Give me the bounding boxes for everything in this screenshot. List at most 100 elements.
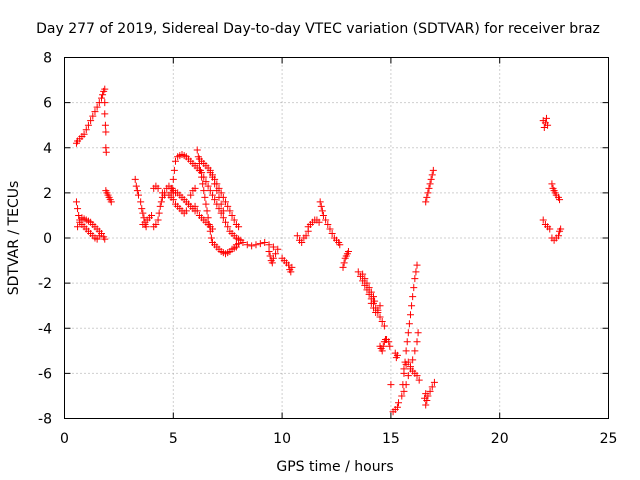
data-point (406, 311, 414, 319)
data-point (426, 387, 434, 395)
series-arc-15 (206, 169, 227, 215)
x-tick-label: 25 (600, 431, 618, 447)
data-point (138, 205, 146, 213)
data-point (256, 240, 264, 248)
data-point (298, 239, 306, 247)
data-point (107, 198, 115, 206)
data-point (422, 198, 430, 206)
data-point (132, 182, 140, 190)
data-point (369, 293, 377, 301)
data-point (379, 342, 387, 350)
data-point (222, 218, 230, 226)
data-point (217, 189, 225, 197)
data-point (191, 202, 199, 210)
data-point (187, 191, 195, 199)
data-point (87, 117, 95, 125)
data-point (427, 175, 435, 183)
data-point (554, 232, 562, 240)
data-point (318, 207, 326, 215)
data-point (288, 263, 296, 271)
data-point (82, 126, 90, 134)
data-point (97, 94, 105, 102)
data-point (215, 193, 223, 201)
y-tick-label: 6 (43, 96, 52, 112)
series-arc-23 (339, 248, 352, 271)
data-point (211, 196, 219, 204)
data-point (302, 232, 310, 240)
data-point (261, 239, 269, 247)
series-arc-36 (422, 166, 437, 206)
data-point (411, 275, 419, 283)
data-point (101, 99, 109, 107)
data-point (76, 218, 84, 226)
series-arc-12 (193, 146, 240, 258)
data-point (365, 284, 373, 292)
data-point (193, 207, 201, 215)
series-arc-27 (376, 336, 394, 355)
data-point (376, 313, 384, 321)
series-arc-13 (195, 155, 243, 231)
data-point (265, 241, 273, 249)
data-point (155, 209, 163, 217)
data-point (84, 121, 92, 129)
data-point (413, 338, 421, 346)
data-point (339, 263, 347, 271)
data-point (404, 329, 412, 337)
data-point (378, 347, 386, 355)
data-point (154, 184, 162, 192)
data-point (367, 288, 375, 296)
data-point (72, 198, 80, 206)
data-point (336, 241, 344, 249)
data-point (235, 240, 243, 248)
data-point (211, 180, 219, 188)
data-point (402, 381, 410, 389)
data-point (235, 223, 243, 231)
data-point (204, 182, 212, 190)
data-point (422, 390, 430, 398)
data-point (101, 235, 109, 243)
y-tick-label: -2 (38, 276, 52, 292)
data-point (409, 293, 417, 301)
x-tick-label: 20 (491, 431, 509, 447)
series-arc-21 (304, 216, 323, 231)
data-point (208, 173, 216, 181)
data-point (319, 211, 327, 219)
data-point (367, 299, 375, 307)
x-tick-label: 0 (60, 431, 69, 447)
data-point (426, 180, 434, 188)
data-point (414, 329, 422, 337)
data-point (269, 254, 277, 262)
data-point (228, 211, 236, 219)
series-arc-38 (548, 180, 564, 204)
data-point (219, 214, 227, 222)
data-point (421, 394, 429, 402)
series-arc-22 (316, 198, 344, 249)
data-point (139, 209, 147, 217)
data-point (328, 229, 336, 237)
data-point (170, 166, 178, 174)
series-arc-28 (391, 349, 401, 362)
series-arc-05 (102, 187, 115, 206)
data-point (239, 239, 247, 247)
data-point (74, 223, 82, 231)
data-point (224, 202, 232, 210)
data-point (208, 225, 216, 233)
data-point (148, 211, 156, 219)
data-point (207, 234, 215, 242)
data-point (248, 242, 256, 250)
series-arc-25 (359, 270, 379, 305)
data-point (226, 207, 234, 215)
data-point (542, 114, 550, 122)
data-point (101, 110, 109, 118)
data-point (213, 187, 221, 195)
data-point (326, 225, 334, 233)
data-point (156, 202, 164, 210)
data-point (415, 376, 423, 384)
data-point (101, 85, 109, 93)
y-tick-label: 0 (43, 231, 52, 247)
series-arc-14 (191, 202, 216, 233)
data-point (252, 241, 260, 249)
data-point (393, 403, 401, 411)
data-point (193, 146, 201, 154)
data-point (425, 184, 433, 192)
